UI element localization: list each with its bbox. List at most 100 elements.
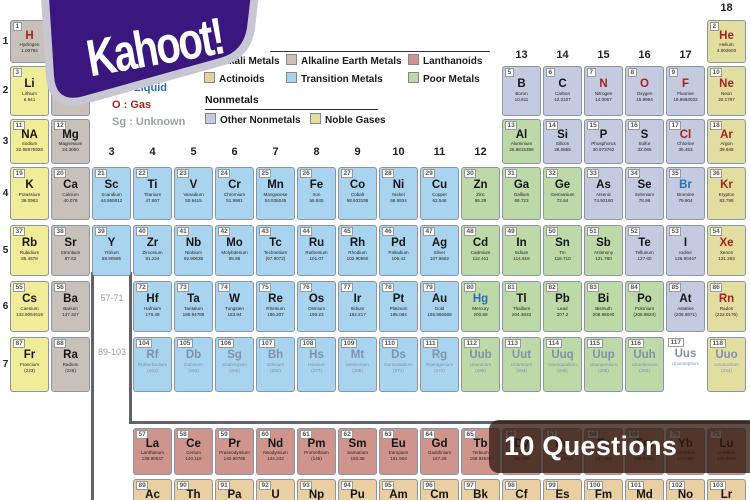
element-symbol: Ru xyxy=(308,237,325,249)
element-name: Phosphorus xyxy=(591,141,616,146)
element-cell-U: 92UUranium238.02891 xyxy=(256,479,295,500)
element-name: Tungsten xyxy=(225,306,244,311)
element-cell-Am: 95AmAmericium(243) xyxy=(379,479,418,500)
element-name: Roentgenium xyxy=(425,362,454,367)
element-cell-Rh: 45 Rh Rhodium 102.90550 xyxy=(338,225,377,276)
element-cell-Cs: 55 Cs Caesium 132.9054519 xyxy=(10,281,49,332)
element-name: Francium xyxy=(19,362,40,367)
atomic-number-badge: 55 xyxy=(13,283,26,292)
atomic-number-badge: 94 xyxy=(341,481,354,490)
element-symbol: As xyxy=(596,179,611,191)
element-name: Aluminium xyxy=(510,141,533,146)
question-count-banner: 10 Questions xyxy=(489,420,750,473)
element-name: Titanium xyxy=(143,192,162,197)
element-symbol: At xyxy=(679,293,692,305)
element-symbol: Uub xyxy=(469,349,492,361)
group-label-17: 17 xyxy=(679,49,692,61)
element-name: Nitrogen xyxy=(594,91,613,96)
element-cell-Uut: 113 Uut Ununtrium (284) xyxy=(502,337,541,392)
element-cell-Rf: 104 Rf Rutherfordium (261) xyxy=(133,337,172,392)
element-symbol: Br xyxy=(679,179,692,191)
group-label-13: 13 xyxy=(515,49,528,61)
element-mass: 35.453 xyxy=(678,147,693,152)
atomic-number-badge: 63 xyxy=(382,430,395,439)
group-label-10: 10 xyxy=(392,146,405,158)
noble-gases-color-swatch xyxy=(310,113,321,124)
element-cell-V: 23 V Vanadium 50.9415 xyxy=(174,167,213,220)
element-cell-Pd: 46 Pd Palladium 106.42 xyxy=(379,225,418,276)
element-name: Helium xyxy=(719,42,734,47)
element-cell-Hf: 72 Hf Hafnium 178.49 xyxy=(133,281,172,332)
element-symbol: Pt xyxy=(392,293,405,305)
element-name: Gold xyxy=(434,306,445,311)
element-name: Hassium xyxy=(307,362,326,367)
element-mass: 40.078 xyxy=(63,198,78,203)
element-cell-Pb: 82 Pb Lead 207.2 xyxy=(543,281,582,332)
atomic-number-badge: 15 xyxy=(587,121,600,130)
element-mass: 72.64 xyxy=(556,198,569,203)
element-name: Tellurium xyxy=(635,250,654,255)
atomic-number-badge: 7 xyxy=(587,68,596,77)
atomic-number-badge: 103 xyxy=(710,481,726,490)
element-name: Scandium xyxy=(101,192,122,197)
element-cell-Mo: 42 Mo Molybdenum 95.96 xyxy=(215,225,254,276)
element-symbol: Pd xyxy=(391,237,406,249)
element-mass: 47.867 xyxy=(145,198,160,203)
atomic-number-badge: 65 xyxy=(464,430,477,439)
atomic-number-badge: 98 xyxy=(505,481,518,490)
atomic-number-badge: 115 xyxy=(587,339,603,348)
element-cell-Cl: 17 Cl Chlorine 35.453 xyxy=(666,119,705,164)
element-mass: 126.90447 xyxy=(674,256,697,261)
element-symbol: Sm xyxy=(348,438,367,450)
other-nonmetals-color-swatch xyxy=(205,113,216,124)
element-cell-Bi: 83 Bi Bismuth 208.98040 xyxy=(584,281,623,332)
period-label-6: 6 xyxy=(2,300,9,312)
element-mass: (209.9871) xyxy=(674,312,697,317)
element-symbol: I xyxy=(683,237,688,249)
element-mass: 138.90547 xyxy=(141,456,164,461)
group-label-8: 8 xyxy=(313,146,320,158)
element-mass: 4.002603 xyxy=(716,48,737,53)
element-name: Zirconium xyxy=(142,250,163,255)
element-symbol: Re xyxy=(268,293,283,305)
element-mass: 74.92160 xyxy=(593,198,614,203)
atomic-number-badge: 61 xyxy=(300,430,313,439)
element-mass: 63.546 xyxy=(432,198,447,203)
element-name: Ununoctium xyxy=(714,362,739,367)
element-mass: (222.0176) xyxy=(715,312,738,317)
actinoid-placeholder: 89-103 xyxy=(97,347,127,357)
element-name: Tin xyxy=(559,250,566,255)
element-symbol: U xyxy=(271,489,280,500)
element-cell-At: 85 At Astatine (209.9871) xyxy=(666,281,705,332)
atomic-number-badge: 11 xyxy=(13,121,25,130)
element-cell-Bk: 97BkBerkelium(247) xyxy=(461,479,500,500)
element-symbol: Gd xyxy=(431,438,448,450)
fblock-bracket-left-line xyxy=(91,272,94,500)
element-cell-Se: 34 Se Selenium 78.96 xyxy=(625,167,664,220)
element-symbol: Pr xyxy=(228,438,241,450)
element-cell-Sm: 62 Sm Samarium 150.36 xyxy=(338,428,377,475)
atomic-number-badge: 117 xyxy=(668,338,684,347)
element-symbol: N xyxy=(599,78,608,90)
element-symbol: Si xyxy=(557,129,568,141)
element-name: Technetium xyxy=(263,250,288,255)
element-cell-Cd: 48 Cd Cadmium 112.411 xyxy=(461,225,500,276)
element-mass: 132.9054519 xyxy=(16,312,43,317)
element-cell-Uuq: 114 Uuq Ununquadium (289) xyxy=(543,337,582,392)
element-cell-Fr: 87 Fr Francium (223) xyxy=(10,337,49,392)
element-mass: 158.92535 xyxy=(469,456,492,461)
element-symbol: C xyxy=(558,78,567,90)
alkaline-earth-color-swatch xyxy=(286,54,297,65)
element-mass: 85.4678 xyxy=(21,256,38,261)
atomic-number-badge: 21 xyxy=(95,169,108,178)
element-symbol: Pa xyxy=(227,489,242,500)
element-name: Silicon xyxy=(555,141,570,146)
element-symbol: Mg xyxy=(62,129,79,141)
state-key-unknown: Sg : Unknown xyxy=(112,116,186,128)
element-symbol: Au xyxy=(431,293,448,305)
element-mass: 55.845 xyxy=(309,198,324,203)
element-cell-Ce: 58 Ce Cerium 140.116 xyxy=(174,428,213,475)
element-cell-Cu: 29 Cu Copper 63.546 xyxy=(420,167,459,220)
element-mass: 87.62 xyxy=(64,256,77,261)
period-label-4: 4 xyxy=(2,187,9,199)
